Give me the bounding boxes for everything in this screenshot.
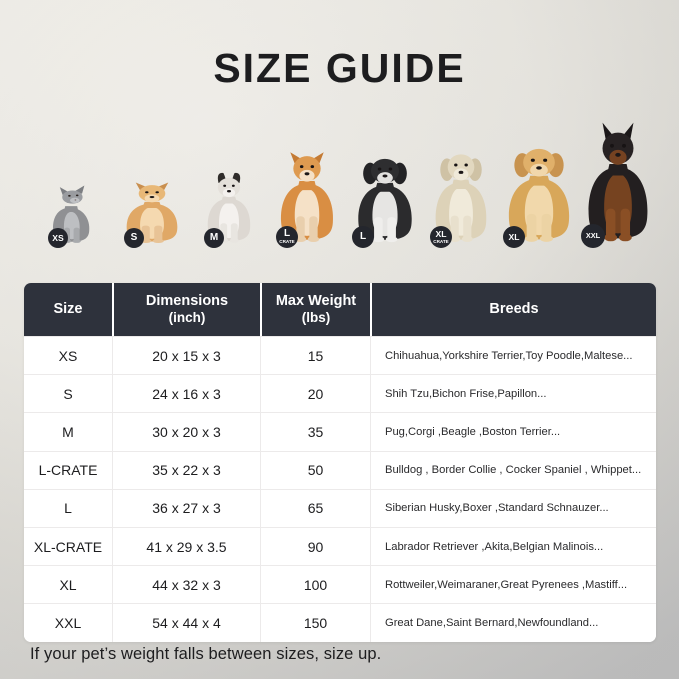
cell-size: XL-CRATE bbox=[33, 538, 103, 555]
cell-size: XXL bbox=[54, 614, 82, 631]
table-header-row: Size Dimensions (inch) Max Weight (lbs) … bbox=[24, 283, 656, 336]
doberman-silhouette bbox=[588, 122, 648, 242]
cell-max-weight: 35 bbox=[260, 413, 370, 451]
header-dimensions-unit: (inch) bbox=[168, 310, 206, 326]
animal-slot-xs: XS bbox=[40, 185, 100, 250]
cell-breeds: Rottweiler,Weimaraner,Great Pyrenees ,Ma… bbox=[370, 566, 656, 604]
cell-max-weight: 50 bbox=[260, 451, 370, 489]
table-row: L 36 x 27 x 3 65 Siberian Husky,Boxer ,Stan… bbox=[24, 488, 656, 527]
size-badge-label: L bbox=[283, 228, 291, 240]
border-collie-image bbox=[346, 150, 424, 250]
size-badge-label: L bbox=[359, 231, 367, 242]
animal-slot-l-crate: L CRATE bbox=[269, 152, 345, 250]
cell-size: S bbox=[63, 385, 73, 402]
animal-slot-xxl: XXL bbox=[575, 122, 661, 250]
cell-size: L bbox=[64, 500, 72, 517]
cell-dimensions: 36 x 27 x 3 bbox=[112, 489, 260, 527]
animal-slot-m: M bbox=[198, 172, 260, 250]
size-badge-xl: XL bbox=[503, 226, 525, 248]
cell-size: M bbox=[62, 423, 74, 440]
cell-breeds: Siberian Husky,Boxer ,Standard Schnauzer… bbox=[370, 489, 656, 527]
header-max-weight-label: Max Weight bbox=[275, 292, 357, 309]
golden-retriever-image bbox=[495, 139, 583, 250]
header-size: Size bbox=[24, 283, 112, 336]
size-badge-l-crate: L CRATE bbox=[276, 226, 298, 248]
size-badge-xxl: XXL bbox=[581, 224, 605, 248]
size-badge-label: M bbox=[209, 232, 219, 243]
cell-max-weight: 65 bbox=[260, 489, 370, 527]
header-breeds-label: Breeds bbox=[489, 300, 539, 317]
labrador-retriever-silhouette bbox=[435, 154, 487, 242]
table-row: L-CRATE 35 x 22 x 3 50 Bulldog , Border Col… bbox=[24, 450, 656, 489]
animal-slot-s: S bbox=[115, 182, 189, 250]
cell-dimensions: 54 x 44 x 4 bbox=[112, 604, 260, 642]
cell-dimensions: 41 x 29 x 3.5 bbox=[112, 527, 260, 566]
footnote-text: If your pet’s weight falls between sizes… bbox=[30, 645, 382, 663]
size-badge-label: XL bbox=[435, 228, 447, 239]
cell-breeds: Chihuahua,Yorkshire Terrier,Toy Poodle,M… bbox=[370, 337, 656, 375]
cell-max-weight: 100 bbox=[260, 566, 370, 604]
size-badge-label: XL bbox=[508, 231, 520, 242]
size-table: Size Dimensions (inch) Max Weight (lbs) … bbox=[24, 283, 656, 642]
header-max-weight-unit: (lbs) bbox=[301, 310, 331, 326]
golden-retriever-silhouette bbox=[508, 148, 570, 242]
cell-breeds: Pug,Corgi ,Beagle ,Boston Terrier... bbox=[370, 413, 656, 451]
animal-size-lineup: XS S bbox=[24, 118, 656, 250]
cell-dimensions: 30 x 20 x 3 bbox=[112, 413, 260, 451]
shiba-inu-image bbox=[269, 147, 345, 250]
animal-slot-xl: XL bbox=[495, 144, 583, 250]
cell-dimensions: 24 x 16 x 3 bbox=[112, 375, 260, 413]
header-size-label: Size bbox=[53, 300, 83, 317]
cell-max-weight: 15 bbox=[260, 337, 370, 375]
cell-breeds: Bulldog , Border Collie , Cocker Spaniel… bbox=[370, 451, 656, 489]
size-badge-sublabel: CRATE bbox=[433, 238, 449, 244]
size-badge-l: L bbox=[352, 226, 374, 248]
table-row: XL 44 x 32 x 3 100 Rottweiler,Weimaraner,Gr… bbox=[24, 565, 656, 604]
table-row: XS 20 x 15 x 3 15 Chihuahua,Yorkshire Terri… bbox=[24, 336, 656, 375]
size-badge-label: XXL bbox=[585, 231, 601, 241]
size-badge-s: S bbox=[124, 228, 144, 248]
size-badge-xs: XS bbox=[48, 228, 68, 248]
header-max-weight: Max Weight (lbs) bbox=[260, 283, 370, 336]
cell-max-weight: 20 bbox=[260, 375, 370, 413]
cell-max-weight: 150 bbox=[260, 604, 370, 642]
cell-dimensions: 44 x 32 x 3 bbox=[112, 566, 260, 604]
table-row: XL-CRATE 41 x 29 x 3.5 90 Labrador Retrieve… bbox=[24, 526, 656, 566]
animal-slot-l: L bbox=[346, 155, 424, 250]
cell-breeds: Shih Tzu,Bichon Frise,Papillon... bbox=[370, 375, 656, 413]
table-body: XS 20 x 15 x 3 15 Chihuahua,Yorkshire Terri… bbox=[24, 336, 656, 642]
cell-breeds: Labrador Retriever ,Akita,Belgian Malino… bbox=[370, 527, 656, 566]
doberman-image bbox=[575, 121, 661, 250]
table-row: XXL 54 x 44 x 4 150 Great Dane,Saint Bernar… bbox=[24, 603, 656, 642]
cell-size: XL bbox=[59, 576, 77, 593]
cell-dimensions: 35 x 22 x 3 bbox=[112, 451, 260, 489]
cell-max-weight: 90 bbox=[260, 527, 370, 566]
border-collie-silhouette bbox=[358, 158, 412, 243]
animal-slot-xl-crate: XL CRATE bbox=[424, 150, 498, 250]
header-dimensions-label: Dimensions bbox=[145, 292, 229, 309]
shiba-inu-silhouette bbox=[280, 152, 334, 243]
header-breeds: Breeds bbox=[370, 283, 656, 336]
table-row: M 30 x 20 x 3 35 Pug,Corgi ,Beagle ,Boston … bbox=[24, 412, 656, 451]
cell-breeds: Great Dane,Saint Bernard,Newfoundland... bbox=[370, 604, 656, 642]
page-title: SIZE GUIDE bbox=[213, 45, 466, 91]
labrador-retriever-image bbox=[424, 145, 498, 250]
size-badge-label: S bbox=[130, 232, 138, 243]
cell-dimensions: 20 x 15 x 3 bbox=[112, 337, 260, 375]
size-badge-xl-crate: XL CRATE bbox=[430, 226, 452, 248]
cell-size: XS bbox=[58, 347, 78, 364]
size-badge-sublabel: CRATE bbox=[279, 239, 295, 245]
cell-size: L-CRATE bbox=[38, 462, 98, 479]
size-badge-label: XS bbox=[52, 232, 64, 243]
table-row: S 24 x 16 x 3 20 Shih Tzu,Bichon Frise,Papi… bbox=[24, 374, 656, 413]
header-dimensions: Dimensions (inch) bbox=[112, 283, 260, 336]
size-badge-m: M bbox=[204, 228, 224, 248]
